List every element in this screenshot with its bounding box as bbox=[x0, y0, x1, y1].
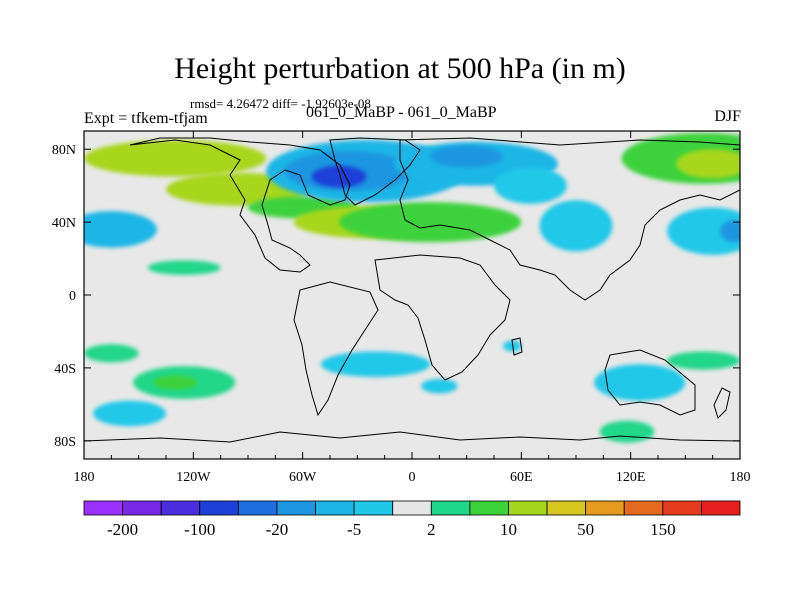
chart-subtitle: 061_0_MaBP - 061_0_MaBP bbox=[306, 104, 497, 121]
coastline-new-zealand bbox=[713, 387, 731, 419]
anomaly-region bbox=[93, 400, 166, 427]
anomaly-region bbox=[676, 149, 740, 179]
colorbar-swatch bbox=[276, 500, 316, 516]
colorbar-swatch bbox=[430, 500, 471, 516]
y-tick-label: 40N bbox=[52, 216, 76, 231]
colorbar-swatch bbox=[623, 500, 664, 516]
anomaly-region bbox=[667, 207, 740, 255]
coastline-eurasia bbox=[399, 137, 740, 301]
colorbar-swatch bbox=[469, 500, 509, 516]
y-tick-label: 0 bbox=[69, 289, 76, 304]
chart-title: Height perturbation at 500 hPa (in m) bbox=[174, 52, 626, 85]
colorbar-swatch bbox=[701, 500, 741, 516]
colorbar-swatch bbox=[199, 500, 239, 516]
colorbar-label: 10 bbox=[500, 520, 517, 539]
anomaly-region bbox=[494, 167, 567, 204]
x-tick-label: 120W bbox=[176, 470, 211, 485]
y-tick-label: 40S bbox=[54, 362, 76, 377]
season-label: DJF bbox=[714, 108, 741, 125]
experiment-label: Expt = tfkem-tfjam bbox=[84, 110, 208, 127]
anomaly-region bbox=[599, 420, 655, 443]
anomaly-region bbox=[667, 351, 740, 370]
coastline-madagascar bbox=[511, 337, 523, 356]
rmsd-text: rmsd= 4.26472 diff= -1.92603e-08 bbox=[190, 96, 371, 111]
coastline-north-america bbox=[129, 137, 351, 273]
coastline-antarctica bbox=[84, 431, 740, 443]
colorbar-swatch bbox=[315, 500, 355, 516]
axes: 180 120W 60W 0 60E 120E 180 80N 40N 0 40S 80S bbox=[52, 131, 751, 485]
anomaly-region bbox=[421, 378, 458, 394]
x-tick-label: 180 bbox=[74, 470, 95, 485]
colorbar-swatch bbox=[585, 500, 625, 516]
coastline-africa bbox=[374, 254, 511, 381]
colorbar-swatch bbox=[662, 500, 702, 516]
colorbar: -200 -100 -20 -5 2 10 50 150 bbox=[83, 500, 741, 539]
colorbar-swatch bbox=[392, 500, 432, 516]
colorbar-label: -200 bbox=[107, 520, 138, 539]
anomaly-region bbox=[84, 140, 267, 177]
anomaly-region bbox=[320, 351, 431, 377]
colorbar-swatch bbox=[160, 500, 201, 516]
y-tick-label: 80N bbox=[52, 143, 76, 158]
coastline-australia bbox=[604, 349, 696, 416]
colorbar-swatch bbox=[122, 500, 162, 516]
colorbar-swatch bbox=[546, 500, 587, 516]
anomaly-region bbox=[594, 364, 686, 401]
x-tick-label: 60W bbox=[289, 470, 317, 485]
colorbar-label: -5 bbox=[347, 520, 361, 539]
anomaly-region bbox=[153, 375, 197, 390]
anomaly-region bbox=[84, 344, 139, 363]
anomaly-region bbox=[147, 260, 221, 275]
colorbar-label: -20 bbox=[266, 520, 289, 539]
colorbar-swatch bbox=[508, 500, 548, 516]
colorbar-label: 50 bbox=[577, 520, 594, 539]
colorbar-swatch bbox=[83, 500, 123, 516]
coastline-greenland bbox=[329, 137, 421, 206]
anomaly-region bbox=[339, 202, 522, 243]
colorbar-label: 2 bbox=[427, 520, 436, 539]
anomaly-region bbox=[719, 220, 740, 243]
x-tick-label: 60E bbox=[510, 470, 533, 485]
anomaly-region bbox=[84, 211, 157, 248]
y-tick-label: 80S bbox=[54, 435, 76, 450]
x-tick-label: 0 bbox=[409, 470, 416, 485]
colorbar-label: -100 bbox=[184, 520, 215, 539]
colorbar-swatch bbox=[353, 500, 394, 516]
anomaly-region bbox=[430, 145, 504, 168]
anomaly-region bbox=[539, 200, 613, 252]
anomaly-region bbox=[503, 340, 522, 352]
anomaly-region bbox=[311, 165, 367, 188]
colorbar-label: 150 bbox=[650, 520, 676, 539]
coastlines bbox=[84, 137, 740, 443]
x-tick-label: 120E bbox=[616, 470, 646, 485]
colorbar-swatch bbox=[237, 500, 278, 516]
x-tick-label: 180 bbox=[730, 470, 751, 485]
coastline-south-america bbox=[293, 281, 379, 417]
